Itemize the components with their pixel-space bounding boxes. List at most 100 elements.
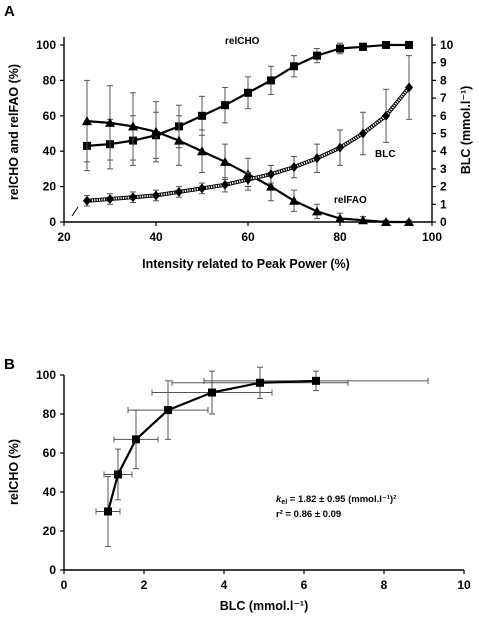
panel-b-data-marker bbox=[132, 435, 140, 444]
panel-a-left-y-tick-label: 100 bbox=[36, 38, 56, 52]
panel-a-left-y-tick-label: 60 bbox=[43, 109, 57, 123]
panel-b-y-tick-label: 40 bbox=[43, 485, 57, 499]
panel-a-relfao-marker bbox=[312, 206, 322, 216]
panel-a-blc-marker bbox=[83, 195, 91, 206]
panel-a-right-y-tick-label: 3 bbox=[440, 162, 447, 176]
kel-subscript: el bbox=[281, 499, 287, 506]
panel-a-axis-break-mark bbox=[71, 206, 79, 217]
panel-b-x-tick-label: 2 bbox=[141, 578, 148, 592]
panel-a-right-y-tick-label: 6 bbox=[440, 109, 447, 123]
panel-a-blc-marker bbox=[405, 82, 413, 93]
panel-a-relfao-marker bbox=[128, 121, 138, 131]
panel-a-blc-marker bbox=[382, 110, 390, 121]
panel-a-relfao-marker bbox=[82, 116, 92, 126]
panel-a-relfao-marker bbox=[105, 117, 115, 127]
panel-a-relcho-marker bbox=[198, 111, 206, 120]
panel-a-right-y-tick-label: 5 bbox=[440, 127, 447, 141]
panel-a-relcho-marker bbox=[359, 42, 367, 51]
panel-a-letter: A bbox=[4, 3, 15, 20]
panel-a-blc-marker bbox=[106, 193, 114, 204]
panel-a-right-y-axis-label: BLC (mmol.l⁻¹) bbox=[459, 86, 473, 175]
panel-a-blc-marker bbox=[359, 128, 367, 139]
panel-a-left-y-tick-label: 20 bbox=[43, 180, 57, 194]
panel-a-right-y-tick-label: 9 bbox=[440, 56, 447, 70]
panel-b-y-axis-label: relCHO (%) bbox=[7, 439, 21, 505]
panel-a-relcho-marker bbox=[221, 101, 229, 110]
panel-b-letter: B bbox=[4, 356, 15, 373]
panel-a-left-y-tick-label: 0 bbox=[49, 215, 56, 229]
panel-a-x-tick-label: 80 bbox=[333, 230, 347, 244]
kel-value: = 1.82 ± 0.95 (mmol.l⁻¹)² bbox=[287, 494, 396, 505]
panel-a-relfao-marker bbox=[358, 215, 368, 225]
panel-b-data-marker bbox=[104, 507, 112, 516]
panel-b-y-tick-label: 80 bbox=[43, 407, 57, 421]
panel-b-kel-annotation: kel = 1.82 ± 0.95 (mmol.l⁻¹)² bbox=[276, 494, 396, 506]
panel-a-relcho-marker bbox=[336, 44, 344, 53]
panel-b-data-marker bbox=[164, 406, 172, 415]
panel-b-y-tick-label: 20 bbox=[43, 524, 57, 538]
panel-a-x-tick-label: 100 bbox=[422, 230, 442, 244]
panel-a-relfao-marker bbox=[335, 213, 345, 223]
panel-a-relfao-marker bbox=[266, 181, 276, 191]
kel-k: k bbox=[276, 494, 282, 505]
panel-b-x-tick-label: 6 bbox=[301, 578, 308, 592]
panel-a-blc-marker bbox=[313, 153, 321, 164]
panel-a-relcho-marker bbox=[382, 41, 390, 49]
panel-b-r2-annotation: r² = 0.86 ± 0.09 bbox=[276, 509, 341, 520]
panel-a-relfao-marker bbox=[220, 156, 230, 166]
panel-a-blc-label: BLC bbox=[375, 149, 396, 160]
panel-a-relcho-marker bbox=[290, 62, 298, 71]
panel-a-relfao-marker bbox=[197, 146, 207, 156]
panel-a-relfao-marker bbox=[289, 195, 299, 205]
panel-a-relfao-label: relFAO bbox=[334, 195, 367, 206]
panel-a-relcho-label: relCHO bbox=[225, 36, 260, 47]
panel-a-relfao-marker bbox=[381, 217, 391, 226]
panel-b-x-tick-label: 10 bbox=[457, 578, 471, 592]
panel-b-data-marker bbox=[208, 388, 216, 397]
panel-b-data-marker bbox=[312, 376, 320, 385]
panel-a-right-y-tick-label: 4 bbox=[440, 144, 447, 158]
panel-a-blc-marker bbox=[267, 169, 275, 180]
panel-a-blc-marker bbox=[290, 162, 298, 173]
panel-a-right-y-tick-label: 2 bbox=[440, 180, 447, 194]
panel-a-left-y-axis-label: relCHO and relFAO (%) bbox=[7, 64, 21, 200]
panel-a-relfao-marker bbox=[151, 126, 161, 136]
panel-b-y-tick-label: 100 bbox=[36, 368, 56, 382]
panel-a-relcho-marker bbox=[313, 51, 321, 60]
panel-a-right-y-tick-label: 1 bbox=[440, 197, 447, 211]
panel-b-x-tick-label: 8 bbox=[381, 578, 388, 592]
panel-a-relcho-marker bbox=[244, 88, 252, 97]
panel-b-x-tick-label: 4 bbox=[221, 578, 228, 592]
panel-a-relfao-marker bbox=[404, 217, 414, 226]
panel-a-relcho-marker bbox=[267, 76, 275, 85]
panel-a-relcho-marker bbox=[405, 41, 413, 49]
panel-a-blc-marker bbox=[198, 183, 206, 194]
panel-a-left-y-tick-label: 40 bbox=[43, 144, 57, 158]
panel-a-blc-marker bbox=[244, 174, 252, 185]
panel-a-relfao-marker bbox=[174, 135, 184, 145]
panel-a-x-tick-label: 60 bbox=[241, 230, 255, 244]
panel-b-data-marker bbox=[114, 470, 122, 479]
panel-a-blc-marker bbox=[221, 179, 229, 190]
panel-a-right-y-tick-label: 8 bbox=[440, 73, 447, 87]
panel-a-x-axis-label: Intensity related to Peak Power (%) bbox=[142, 257, 350, 271]
panel-a-x-tick-label: 40 bbox=[149, 230, 163, 244]
panel-a-left-y-tick-label: 80 bbox=[43, 73, 57, 87]
panel-a-x-tick-label: 20 bbox=[57, 230, 71, 244]
panel-a-right-y-tick-label: 0 bbox=[440, 215, 447, 229]
panel-b-x-tick-label: 0 bbox=[61, 578, 68, 592]
panel-b-y-tick-label: 60 bbox=[43, 446, 57, 460]
panel-b-x-axis-label: BLC (mmol.l⁻¹) bbox=[220, 599, 309, 613]
panel-a-blc-marker bbox=[336, 142, 344, 153]
panel-b-y-tick-label: 0 bbox=[49, 563, 56, 577]
panel-a-blc-marker bbox=[129, 192, 137, 203]
panel-a-blc-marker bbox=[175, 186, 183, 197]
panel-a-right-y-tick-label: 10 bbox=[440, 38, 454, 52]
panel-a-right-y-tick-label: 7 bbox=[440, 91, 447, 105]
panel-a-blc-marker bbox=[152, 190, 160, 201]
panel-b-data-marker bbox=[256, 378, 264, 387]
panel-a-blc-line-inner bbox=[86, 86, 410, 202]
